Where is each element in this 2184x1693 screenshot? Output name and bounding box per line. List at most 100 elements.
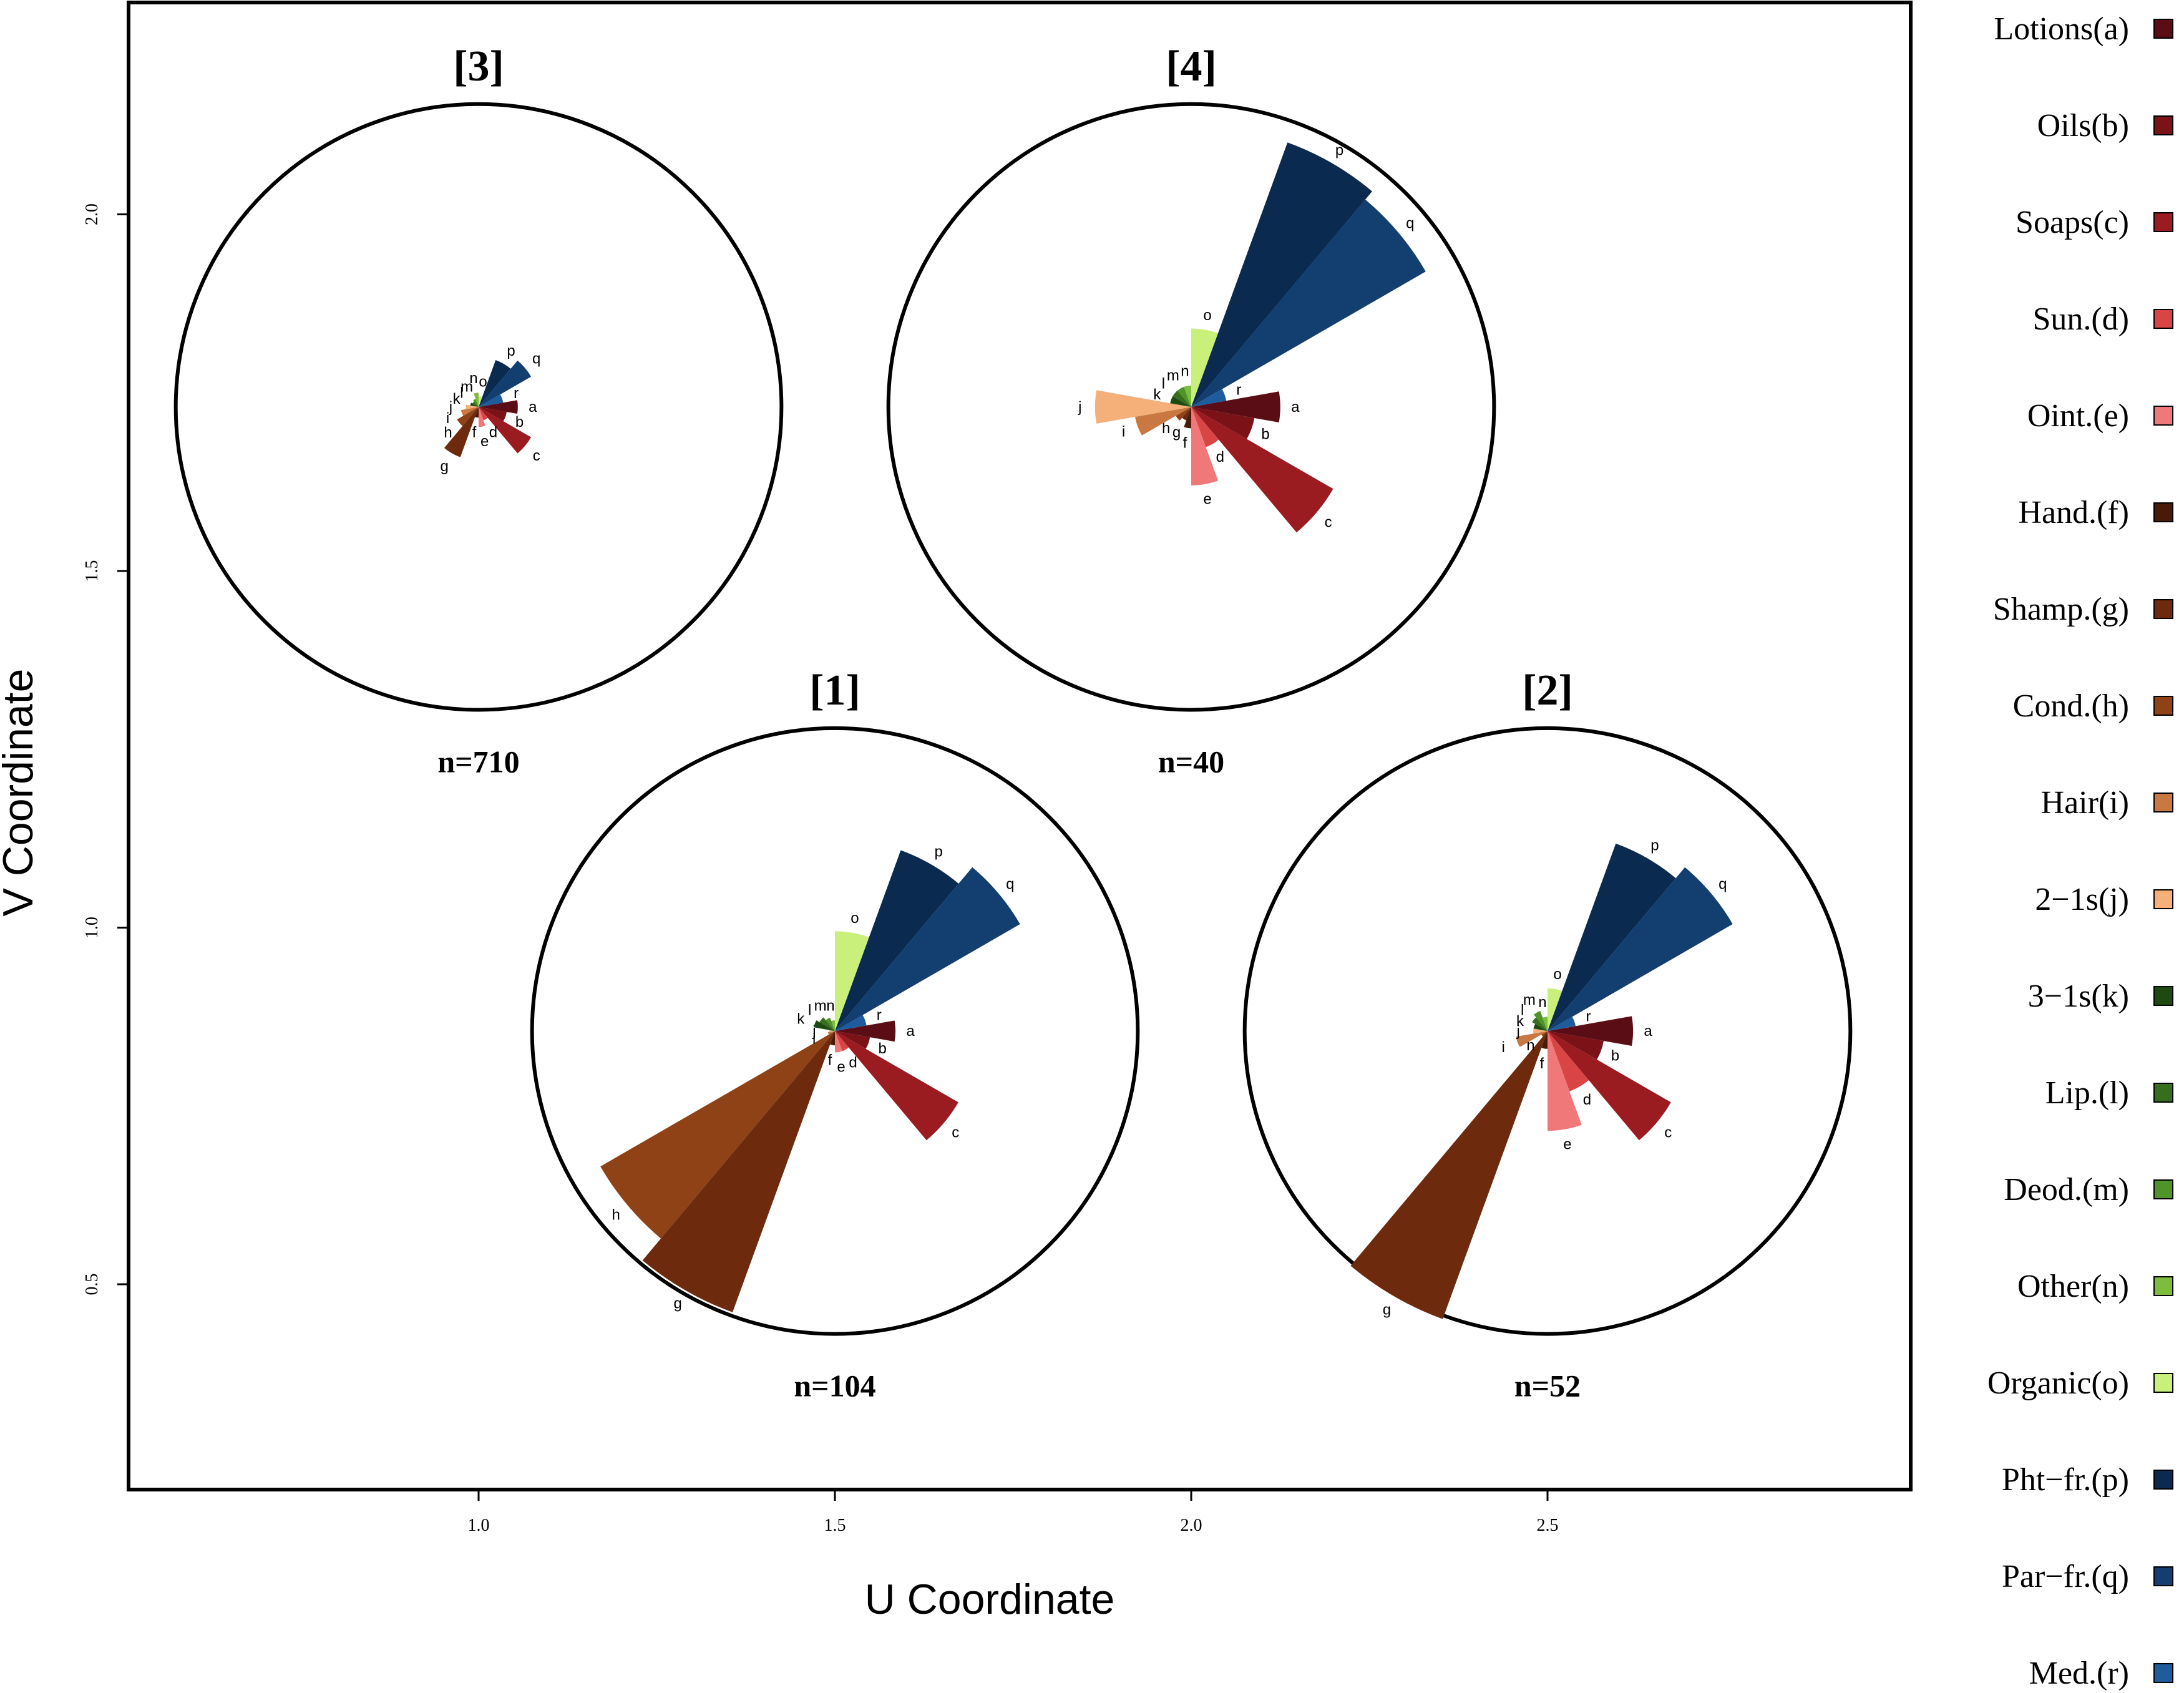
legend-label: Sun.(d) [2032, 301, 2129, 337]
cluster-n-label: n=40 [1158, 744, 1224, 779]
petal-label-m: m [1523, 992, 1536, 1008]
legend-swatch [2153, 115, 2173, 135]
petal-label-f: f [1540, 1055, 1544, 1072]
petal-o [1191, 328, 1218, 407]
legend-swatch [2153, 1663, 2173, 1683]
legend-swatch [2153, 696, 2173, 716]
legend-swatch [2153, 1276, 2173, 1296]
petal-label-r: r [514, 385, 519, 402]
legend-swatch [2153, 1470, 2173, 1490]
petal-label-e: e [480, 433, 489, 450]
legend-label: Deod.(m) [2004, 1172, 2129, 1208]
petal-label-n: n [826, 998, 834, 1015]
petal-label-f: f [1183, 435, 1187, 452]
petal-j [1094, 390, 1191, 424]
petal-label-h: h [444, 424, 452, 441]
petal-label-g: g [674, 1295, 682, 1312]
cluster-title: [1] [809, 666, 860, 715]
petal-c [1548, 1031, 1671, 1141]
petal-label-o: o [479, 374, 487, 391]
petal-label-n: n [1538, 994, 1546, 1011]
legend-label: Organic(o) [1987, 1365, 2129, 1401]
cluster-circle [173, 102, 784, 712]
petal-i [1516, 1031, 1548, 1047]
petal-f [475, 407, 479, 418]
petal-r [835, 1015, 867, 1032]
legend-item-b: Oils(b) [2037, 108, 2173, 144]
petal-label-b: b [879, 1040, 887, 1057]
y-tick-label: 0.5 [82, 1274, 102, 1295]
legend-label: Pht−fr.(p) [2002, 1462, 2129, 1498]
petal-h [600, 1031, 835, 1239]
cluster-title: [2] [1522, 666, 1573, 715]
petal-b [479, 407, 507, 421]
y-tick-label: 1.5 [82, 560, 102, 582]
petal-n [831, 1020, 835, 1032]
petal-label-g: g [1383, 1301, 1391, 1318]
petal-label-m: m [461, 379, 473, 396]
petal-label-d: d [1583, 1091, 1591, 1108]
petal-g [444, 407, 479, 457]
cluster-n-label: n=104 [794, 1369, 875, 1403]
petal-label-r: r [1236, 381, 1241, 398]
petal-label-p: p [1650, 837, 1659, 854]
legend-label: Oils(b) [2037, 108, 2129, 144]
legend-item-n: Other(n) [2017, 1269, 2173, 1304]
legend-label: Med.(r) [2029, 1656, 2129, 1691]
y-axis: 0.5 1.0 1.5 2.0 [82, 203, 129, 1295]
petal-label-q: q [1006, 876, 1014, 893]
petal-label-a: a [1644, 1023, 1652, 1040]
petal-label-k: k [1516, 1013, 1524, 1030]
petal-d [835, 1031, 849, 1051]
petal-k [1533, 1023, 1548, 1032]
petal-label-l: l [1162, 376, 1165, 393]
legend-swatch [2153, 1179, 2173, 1199]
petal-o [1548, 988, 1562, 1032]
petal-label-i: i [446, 410, 449, 427]
petal-f [830, 1031, 835, 1046]
petal-label-k: k [1153, 386, 1161, 403]
petal-label-j: j [449, 399, 452, 416]
petal-m [1534, 1011, 1548, 1032]
x-axis: 1.0 1.5 2.0 2.5 [468, 1490, 1559, 1535]
petal-label-d: d [1216, 449, 1224, 466]
petal-label-b: b [515, 414, 524, 431]
legend-item-g: Shamp.(g) [1993, 592, 2173, 627]
petal-n [474, 393, 479, 407]
legend-item-j: 2−1s(j) [2035, 882, 2173, 917]
legend-swatch [2153, 212, 2173, 232]
petal-g [1350, 1031, 1548, 1319]
legend-label: Par−fr.(q) [2002, 1559, 2129, 1594]
petal-label-j: j [1078, 399, 1081, 416]
petal-k [814, 1020, 835, 1032]
legend-item-r: Med.(r) [2029, 1656, 2173, 1691]
petal-j [466, 404, 479, 409]
petal-q [835, 867, 1020, 1032]
petal-label-m: m [814, 998, 827, 1015]
petal-p [479, 360, 511, 407]
legend-item-a: Lotions(a) [1994, 11, 2173, 47]
petal-d [1548, 1031, 1589, 1091]
petal-m [473, 399, 479, 407]
petal-label-j: j [812, 1023, 816, 1040]
x-tick-label: 2.5 [1537, 1516, 1559, 1535]
petal-label-o: o [851, 910, 859, 927]
petal-label-q: q [1406, 215, 1414, 232]
petal-label-e: e [837, 1059, 845, 1076]
petal-label-h: h [612, 1207, 620, 1224]
petal-d [479, 407, 488, 421]
petal-label-f: f [472, 424, 477, 441]
y-tick-label: 1.0 [82, 917, 102, 939]
petal-m [1177, 386, 1191, 407]
petal-label-r: r [1586, 1008, 1591, 1025]
petal-o [479, 396, 482, 407]
petal-i [1135, 407, 1191, 436]
legend-item-q: Par−fr.(q) [2002, 1559, 2173, 1594]
petal-p [835, 850, 959, 1032]
x-axis-title: U Coordinate [865, 1576, 1115, 1623]
petal-label-d: d [489, 424, 497, 441]
legend-label: Soaps(c) [2016, 205, 2129, 240]
legend-label: Shamp.(g) [1993, 592, 2129, 627]
